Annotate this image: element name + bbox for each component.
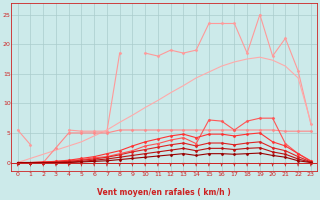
X-axis label: Vent moyen/en rafales ( km/h ): Vent moyen/en rafales ( km/h ) bbox=[97, 188, 231, 197]
